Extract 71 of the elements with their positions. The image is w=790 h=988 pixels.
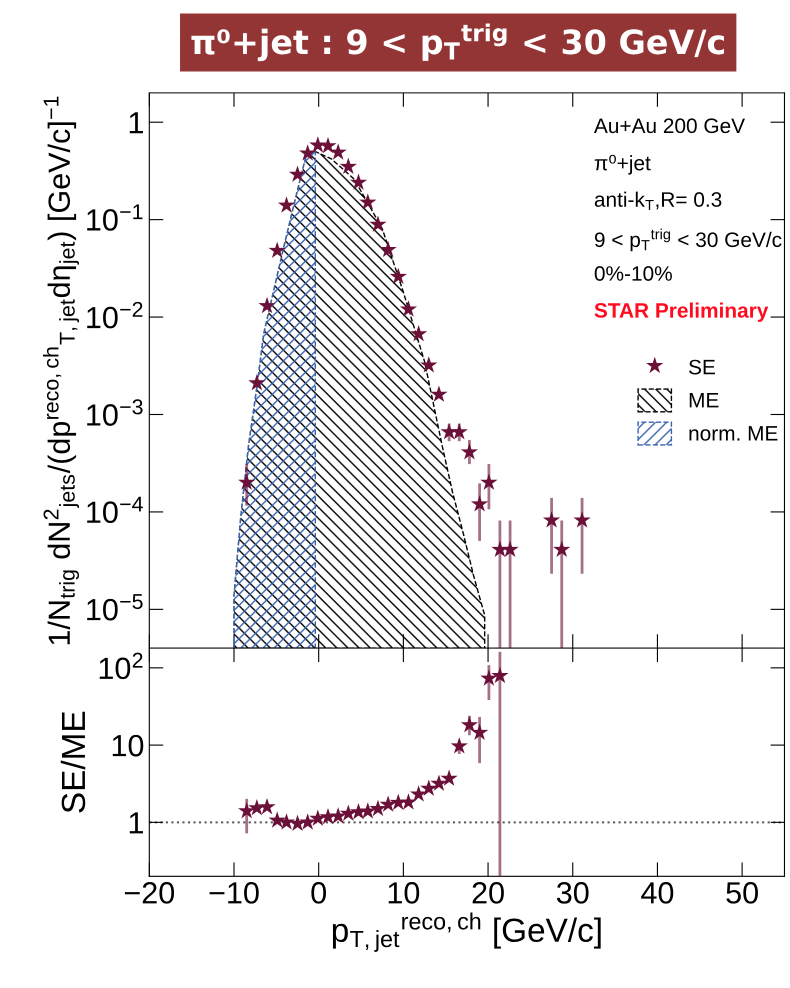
x-tick-label: −10	[210, 882, 259, 904]
annotation: anti-k$_{T}$,R= 0.3	[594, 192, 722, 210]
x-tick-label: 0	[311, 882, 326, 904]
annotation: STAR Preliminary	[594, 302, 768, 322]
point	[359, 193, 376, 210]
annotation: Au+Au 200 GeV	[594, 118, 745, 134]
y-tick-label: 10$^{−3}$	[87, 399, 143, 426]
point	[410, 324, 428, 342]
point	[553, 540, 570, 557]
legend-label: ME	[690, 393, 718, 408]
y-tick-label: 1	[130, 112, 143, 134]
point	[238, 474, 256, 490]
y-axis-title: SE/ME	[60, 712, 86, 813]
point	[450, 423, 468, 440]
x-tick-label: 40	[641, 882, 674, 904]
point	[258, 296, 276, 314]
y-tick-label: 1	[130, 812, 143, 834]
point	[330, 807, 347, 824]
point	[430, 386, 448, 402]
point	[299, 813, 316, 830]
point	[299, 144, 316, 161]
point	[470, 495, 488, 512]
point	[501, 540, 519, 557]
text: 1/N$_{trig}$ dN$^{2}$$_{jets}$/(dp$^{reco,ch}$$_{T,jet}$dη$_{jet}$) [GeV/c]$^{−1}$	[42, 96, 80, 644]
point	[369, 800, 387, 816]
point	[573, 511, 591, 528]
x-axis-title: p$_{T,jet}$$^{reco,ch}$ [GeV/c]	[332, 912, 601, 952]
point	[420, 779, 438, 796]
point	[309, 136, 326, 153]
y-tick-label: 10$^{−1}$	[87, 204, 142, 231]
point	[340, 158, 357, 174]
y-tick-label: 10$^{−5}$	[87, 594, 143, 620]
point	[390, 268, 407, 284]
point	[278, 196, 296, 213]
point	[359, 802, 376, 819]
point	[450, 737, 468, 754]
x-tick-label: 50	[726, 882, 758, 904]
point	[420, 356, 438, 373]
y-tick-label: 10$^{−2}$	[87, 302, 142, 328]
point	[480, 474, 498, 490]
point	[440, 770, 458, 786]
point	[400, 300, 418, 317]
point	[268, 242, 286, 258]
chart-title: π⁰+jet : 9 < p$_{T}$$^{trig}$ < 30 GeV/c	[191, 23, 724, 62]
point	[460, 716, 478, 732]
point	[369, 216, 387, 232]
point	[491, 666, 509, 684]
legend-label: SE	[689, 360, 715, 374]
x-tick-label: −20	[124, 882, 174, 904]
annotation: 0%-10%	[594, 266, 672, 281]
legend-label: norm. ME	[689, 426, 778, 441]
point	[480, 669, 498, 686]
y-tick-label: 10	[112, 734, 144, 756]
y-tick-label: 10$^{−4}$	[87, 496, 143, 524]
x-tick-label: 30	[556, 882, 589, 904]
point	[470, 724, 488, 740]
point	[400, 793, 418, 810]
point	[288, 166, 306, 182]
point	[380, 240, 397, 258]
point	[542, 511, 560, 528]
point	[460, 443, 478, 460]
x-tick-label: 20	[472, 882, 504, 904]
y-tick-label: 10$^{2}$	[100, 652, 142, 680]
point	[248, 374, 266, 390]
x-tick-label: 10	[388, 882, 420, 904]
point	[268, 811, 286, 828]
point	[238, 802, 256, 818]
annotation: π⁰+jet	[594, 154, 651, 175]
point	[258, 798, 276, 814]
point	[350, 174, 368, 190]
annotation: 9 < p$_{T}$$^{trig}$ < 30 GeV/c	[594, 228, 782, 252]
